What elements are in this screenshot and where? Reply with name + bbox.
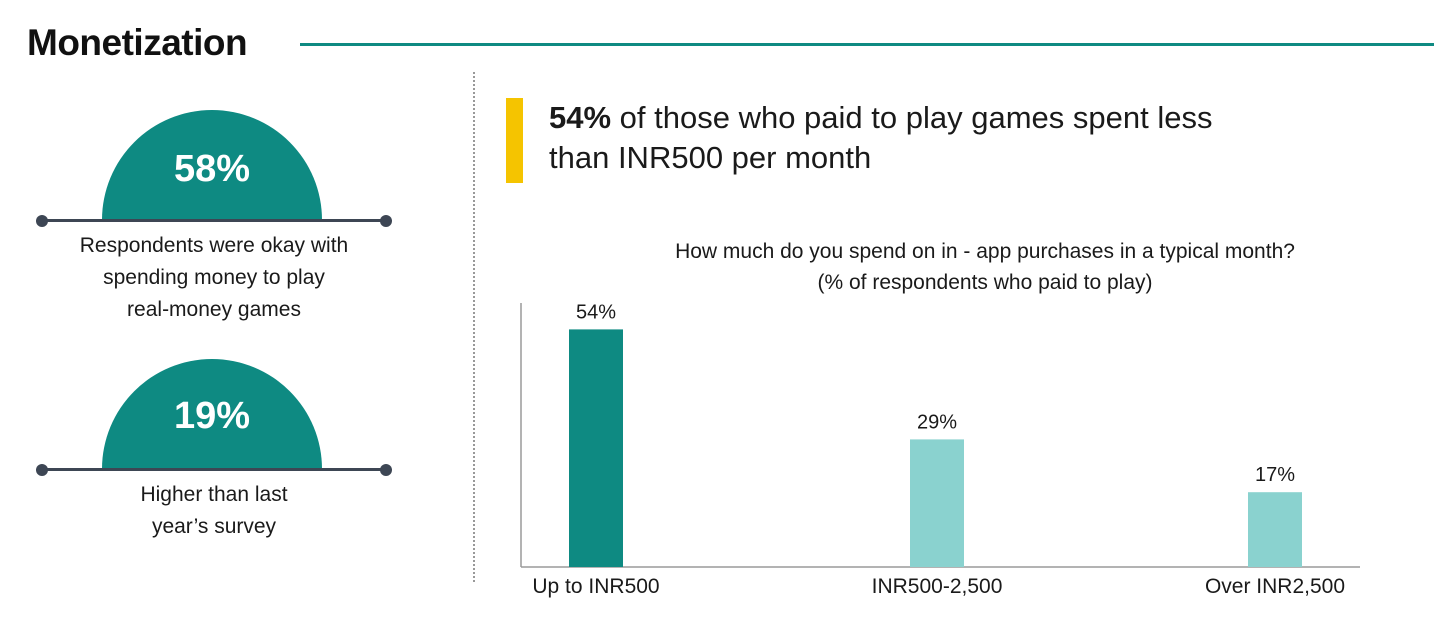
page-title: Monetization (27, 22, 248, 63)
category-label-3: Over INR2,500 (1205, 575, 1345, 598)
chart-title-block: How much do you spend on in - app purcha… (520, 236, 1450, 298)
headline-bold: 54% (549, 100, 612, 135)
category-label-1: Up to INR500 (532, 575, 659, 598)
stat-caption-1: Respondents were okay with spending mone… (42, 230, 386, 326)
stat-caption-2-line-1: Higher than last (140, 483, 288, 506)
headline: 54% of those who paid to play games spen… (549, 98, 1269, 178)
chart-title: How much do you spend on in - app purcha… (675, 240, 1295, 263)
bar-value-label-3: 17% (1255, 464, 1295, 486)
bar-value-label-2: 29% (917, 411, 957, 433)
stat-caption-1-line-1: Respondents were okay with (79, 234, 349, 257)
title-rule (300, 43, 1434, 46)
stat-dot-right-2 (380, 464, 392, 476)
stat-value-1: 58% (173, 148, 251, 190)
stat-baseline-1 (42, 219, 386, 222)
stat-dot-left-2 (36, 464, 48, 476)
stat-card-1: 58% Respondents were okay with spending … (36, 110, 392, 340)
category-label-2: INR500-2,500 (872, 575, 1003, 598)
stat-card-2: 19% Higher than last year’s survey (36, 359, 392, 559)
stat-caption-1-line-3: real-money games (127, 298, 301, 321)
section-divider (473, 72, 475, 582)
bar-value-label-1: 54% (576, 301, 616, 323)
bar-1 (569, 329, 623, 567)
stat-caption-2: Higher than last year’s survey (42, 479, 386, 543)
stat-dot-right-1 (380, 215, 392, 227)
bar-2 (910, 439, 964, 567)
stat-baseline-2 (42, 468, 386, 471)
chart-subtitle: (% of respondents who paid to play) (817, 271, 1153, 294)
stat-caption-2-line-2: year’s survey (151, 515, 277, 538)
stat-dot-left-1 (36, 215, 48, 227)
stat-value-2: 19% (173, 395, 251, 437)
headline-text: of those who paid to play games spent le… (549, 100, 1213, 175)
headline-accent-bar (506, 98, 523, 183)
bar-3 (1248, 492, 1302, 567)
stat-caption-1-line-2: spending money to play (103, 266, 325, 289)
